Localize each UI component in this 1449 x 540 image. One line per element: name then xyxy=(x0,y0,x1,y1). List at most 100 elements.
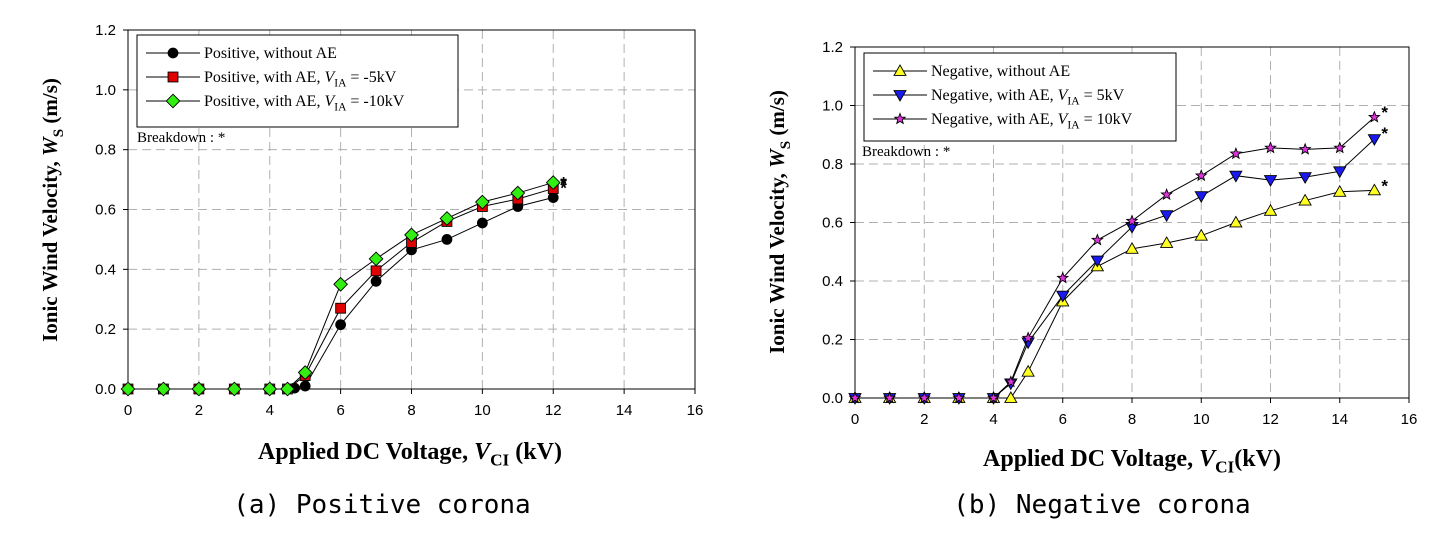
y-tick-label: 0.8 xyxy=(95,142,116,159)
y-tick-label: 0.8 xyxy=(822,156,843,173)
y-tick-label: 1.2 xyxy=(822,39,843,56)
data-point xyxy=(280,381,295,397)
data-point xyxy=(1263,203,1278,216)
data-point xyxy=(1332,184,1347,197)
series-2: * xyxy=(848,103,1388,404)
legend-label: Positive, with AE, VIA = -5kV xyxy=(204,69,397,89)
data-point xyxy=(510,185,526,201)
x-tick-label: 0 xyxy=(851,411,859,428)
x-tick-label: 2 xyxy=(920,411,928,428)
data-point xyxy=(1332,166,1347,179)
x-tick-label: 16 xyxy=(1401,411,1418,428)
x-tick-label: 10 xyxy=(1193,411,1210,428)
data-point xyxy=(1229,147,1243,160)
data-point xyxy=(1159,210,1174,223)
data-point xyxy=(404,227,419,243)
y-tick-label: 0.2 xyxy=(822,332,843,349)
data-point xyxy=(952,391,966,404)
y-tick-label: 0.6 xyxy=(95,202,116,219)
data-point xyxy=(1090,255,1105,268)
data-point xyxy=(120,381,136,397)
breakdown-annotation: Breakdown : * xyxy=(137,130,225,146)
data-point xyxy=(335,302,347,314)
x-axis-label: Applied DC Voltage, VCI (kV) xyxy=(258,439,562,470)
y-tick-label: 0.0 xyxy=(822,390,843,407)
data-point xyxy=(1090,233,1104,246)
data-point xyxy=(335,319,347,331)
data-point xyxy=(987,391,1000,404)
data-point xyxy=(156,381,171,397)
breakdown-marker: * xyxy=(1381,103,1388,122)
data-point xyxy=(848,391,862,404)
x-tick-label: 14 xyxy=(1331,411,1348,428)
legend-marker xyxy=(165,93,181,109)
data-point xyxy=(1004,391,1018,403)
x-tick-label: 6 xyxy=(1059,411,1067,428)
data-point xyxy=(226,381,242,397)
data-point xyxy=(545,175,561,190)
data-point xyxy=(1021,364,1035,377)
data-point xyxy=(297,365,313,380)
x-tick-label: 2 xyxy=(195,402,203,419)
legend: Positive, without AE Positive, with AE, V… xyxy=(136,34,459,128)
x-tick-label: 4 xyxy=(266,402,274,419)
data-point xyxy=(1004,375,1018,388)
data-point xyxy=(1298,142,1312,155)
data-point xyxy=(474,194,490,210)
x-tick-label: 14 xyxy=(616,402,633,419)
data-point xyxy=(1263,175,1278,187)
series-2: * xyxy=(120,175,567,397)
breakdown-marker: * xyxy=(1381,176,1388,195)
series-line xyxy=(855,138,1375,399)
data-point xyxy=(1333,141,1347,154)
data-point xyxy=(1125,214,1139,227)
data-point xyxy=(1194,168,1208,182)
legend-box xyxy=(863,52,1177,142)
chart-panel-positive: 0 2 4 6 8 10 12 14 16 0.0 0.2 0.4 0.6 0.8 1.0 1.2 Applie… xyxy=(38,22,703,520)
legend-marker xyxy=(167,47,179,59)
data-point xyxy=(439,211,455,226)
legend-marker xyxy=(167,71,179,83)
data-point xyxy=(1021,331,1035,344)
legend-label: Positive, without AE xyxy=(204,45,337,62)
y-axis-label: Ionic Wind Velocity, WS (m/s) xyxy=(765,90,794,354)
data-point xyxy=(1367,134,1382,147)
data-point xyxy=(333,276,349,292)
legend-label: Positive, with AE, VIA = -10kV xyxy=(204,93,405,113)
x-tick-label: 12 xyxy=(545,402,562,419)
series-line xyxy=(855,189,1375,399)
breakdown-annotation: Breakdown : * xyxy=(862,144,950,160)
legend-label: Negative, with AE, VIA = 10kV xyxy=(931,111,1133,131)
x-tick-label: 8 xyxy=(407,402,415,419)
data-point xyxy=(917,391,931,404)
data-point xyxy=(1159,236,1174,248)
legend-box xyxy=(136,34,459,128)
data-point xyxy=(370,275,382,287)
x-axis-label: Applied DC Voltage, VCI(kV) xyxy=(983,446,1281,477)
data-point xyxy=(1229,170,1243,183)
y-tick-label: 0.2 xyxy=(95,321,116,338)
data-point xyxy=(547,192,559,203)
data-point xyxy=(1367,183,1382,196)
data-point xyxy=(1055,290,1070,303)
y-tick-label: 1.0 xyxy=(95,82,116,99)
data-point xyxy=(1160,187,1174,201)
legend: Negative, without AE Negative, with AE, V… xyxy=(863,52,1177,142)
x-tick-label: 12 xyxy=(1262,411,1279,428)
data-point xyxy=(262,381,278,397)
legend-marker xyxy=(893,90,907,102)
y-tick-label: 1.0 xyxy=(822,98,843,115)
data-point xyxy=(1056,271,1070,284)
data-point xyxy=(368,251,384,267)
x-tick-label: 4 xyxy=(989,411,997,428)
x-tick-label: 8 xyxy=(1128,411,1136,428)
breakdown-marker: * xyxy=(560,175,567,194)
legend-marker xyxy=(893,112,907,125)
data-point xyxy=(191,381,207,397)
data-point xyxy=(1298,172,1312,185)
series-1: * xyxy=(848,124,1388,405)
data-point xyxy=(1125,241,1139,254)
y-tick-label: 0.4 xyxy=(822,273,843,290)
chart-panel-negative: 0 2 4 6 8 10 12 14 16 0.0 0.2 0.4 0.6 0.8 1.0 1.2 Applie… xyxy=(765,39,1417,520)
